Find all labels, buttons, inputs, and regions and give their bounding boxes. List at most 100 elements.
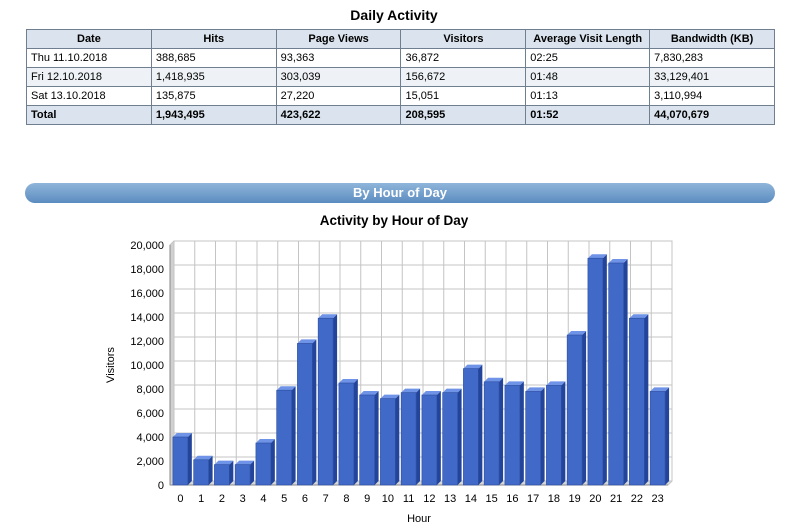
bar-front bbox=[400, 392, 417, 486]
bar bbox=[504, 381, 524, 486]
y-tick-label: 8,000 bbox=[136, 384, 164, 396]
bar bbox=[400, 388, 421, 486]
bar-side bbox=[312, 339, 317, 485]
bar-top bbox=[504, 381, 524, 386]
bar-front bbox=[546, 385, 562, 486]
bar-front bbox=[421, 394, 438, 486]
bar-top bbox=[463, 364, 483, 369]
bar-side bbox=[540, 387, 545, 485]
bar bbox=[276, 386, 296, 486]
bar-side bbox=[229, 460, 234, 485]
bar-side bbox=[353, 379, 358, 485]
y-tick-label: 12,000 bbox=[130, 336, 164, 348]
bar-front bbox=[255, 442, 272, 486]
bar-side bbox=[457, 388, 462, 485]
bar-top bbox=[214, 460, 234, 465]
x-tick-label: 1 bbox=[198, 493, 204, 505]
bar-front bbox=[317, 317, 334, 486]
y-axis-label: Visitors bbox=[105, 347, 117, 383]
table-row: Sat 13.10.2018 135,875 27,220 15,051 01:… bbox=[26, 86, 775, 106]
daily-activity-table: Date Hits Page Views Visitors Average Vi… bbox=[26, 29, 775, 125]
bar-top bbox=[650, 387, 670, 392]
bar bbox=[172, 433, 192, 486]
bar-side bbox=[395, 394, 400, 485]
x-tick-label: 5 bbox=[281, 493, 287, 505]
x-tick-label: 6 bbox=[302, 493, 308, 505]
cell-date: Fri 12.10.2018 bbox=[26, 67, 152, 87]
bar bbox=[483, 377, 504, 486]
x-tick-label: 18 bbox=[548, 493, 560, 505]
bar-side bbox=[333, 314, 338, 485]
bar-side bbox=[582, 331, 587, 485]
bar-side bbox=[478, 364, 483, 485]
x-tick-label: 2 bbox=[219, 493, 225, 505]
x-tick-label: 12 bbox=[423, 493, 435, 505]
cell-total-bandwidth: 44,070,679 bbox=[649, 105, 775, 125]
y-tick-label: 14,000 bbox=[130, 312, 164, 324]
col-header-visitors: Visitors bbox=[400, 29, 527, 49]
bar bbox=[629, 314, 649, 486]
chart-title: Activity by Hour of Day bbox=[319, 213, 469, 228]
bar-top bbox=[525, 387, 545, 392]
cell-date: Thu 11.10.2018 bbox=[26, 48, 152, 68]
x-tick-label: 23 bbox=[652, 493, 664, 505]
bar-front bbox=[193, 459, 209, 486]
x-tick-label: 20 bbox=[589, 493, 601, 505]
x-tick-label: 7 bbox=[323, 493, 329, 505]
y-tick-label: 0 bbox=[158, 480, 164, 492]
bar-top bbox=[442, 388, 462, 393]
y-tick-label: 16,000 bbox=[130, 288, 164, 300]
bar-side bbox=[291, 386, 296, 485]
cell-total-hits: 1,943,495 bbox=[150, 105, 277, 125]
cell-avg-visit-length: 01:48 bbox=[525, 67, 651, 87]
bar-side bbox=[561, 381, 566, 485]
cell-total-avg-visit-length: 01:52 bbox=[525, 105, 651, 125]
y-tick-label: 10,000 bbox=[130, 360, 164, 372]
table-row: Thu 11.10.2018 388,685 93,363 36,872 02:… bbox=[26, 48, 775, 68]
bar-side bbox=[602, 254, 607, 485]
bar-top bbox=[255, 439, 275, 443]
bar-side bbox=[519, 381, 524, 485]
bar bbox=[546, 381, 566, 486]
bar-front bbox=[504, 385, 521, 486]
x-tick-label: 16 bbox=[506, 493, 518, 505]
plot-left-wall bbox=[170, 241, 174, 485]
x-tick-label: 4 bbox=[260, 493, 266, 505]
bar-front bbox=[380, 398, 396, 486]
bar-top bbox=[484, 377, 504, 382]
x-tick-label: 10 bbox=[382, 493, 394, 505]
bar bbox=[608, 259, 628, 486]
bar-side bbox=[499, 377, 504, 485]
bar-front bbox=[297, 343, 313, 486]
bar-top bbox=[587, 254, 607, 259]
y-tick-label: 18,000 bbox=[130, 264, 164, 276]
bar-top bbox=[421, 391, 441, 395]
col-header-bandwidth: Bandwidth (KB) bbox=[649, 29, 775, 49]
bar-top bbox=[297, 339, 317, 344]
bar-front bbox=[276, 389, 292, 486]
bar bbox=[566, 331, 587, 486]
col-header-hits: Hits bbox=[150, 29, 277, 49]
bar-side bbox=[665, 387, 670, 485]
bar-front bbox=[525, 391, 541, 486]
bar bbox=[463, 364, 483, 486]
bar bbox=[214, 460, 234, 486]
bar-top bbox=[567, 331, 587, 335]
x-axis-label: Hour bbox=[407, 513, 431, 525]
bar-front bbox=[463, 368, 479, 486]
x-tick-label: 11 bbox=[403, 493, 414, 505]
cell-page-views: 303,039 bbox=[275, 67, 402, 87]
bar-front bbox=[566, 334, 583, 486]
bar-front bbox=[629, 317, 645, 486]
bar-front bbox=[172, 436, 189, 486]
bar-side bbox=[208, 455, 213, 485]
cell-page-views: 27,220 bbox=[275, 86, 402, 106]
bar bbox=[255, 439, 275, 486]
cell-avg-visit-length: 02:25 bbox=[525, 48, 651, 68]
x-tick-label: 8 bbox=[343, 493, 349, 505]
bar-side bbox=[250, 460, 255, 485]
bar bbox=[317, 314, 338, 486]
bar bbox=[380, 394, 400, 486]
cell-page-views: 93,363 bbox=[275, 48, 402, 68]
